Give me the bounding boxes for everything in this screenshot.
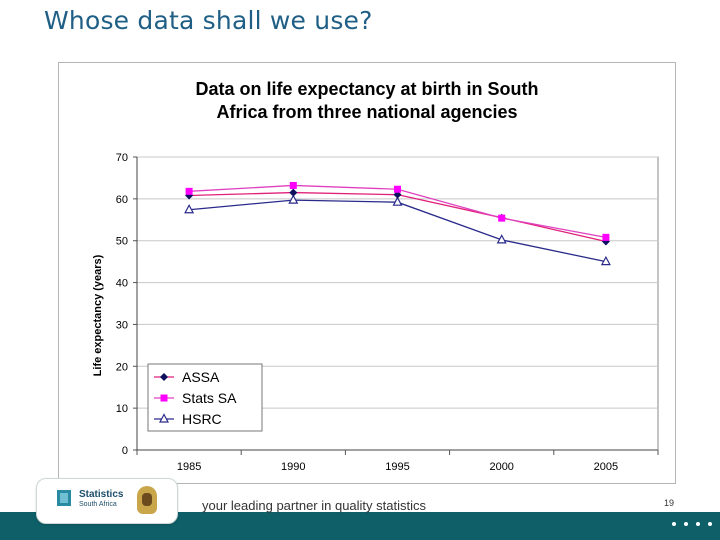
data-point-hsrc [392, 196, 403, 206]
legend-marker-assa [160, 373, 168, 381]
data-point-stats-sa [394, 185, 401, 193]
slide-dots-icon [672, 519, 712, 529]
legend-marker-stats-sa [160, 394, 168, 402]
tagline: your leading partner in quality statisti… [202, 498, 427, 513]
data-point-hsrc [184, 203, 195, 214]
logo-text-line2: South Africa [79, 501, 117, 508]
data-point-hsrc [288, 194, 299, 204]
data-point-hsrc [496, 234, 507, 244]
stats-sa-logo-icon [57, 490, 71, 506]
chart-frame: Data on life expectancy at birth in Sout… [58, 62, 676, 484]
y-tick-label: 50 [116, 236, 128, 248]
data-point-stats-sa [289, 181, 297, 189]
y-tick-label: 0 [122, 445, 128, 457]
x-tick-label: 1985 [177, 461, 201, 473]
legend-marker-hsrc [159, 413, 169, 423]
y-tick-label: 60 [116, 194, 128, 206]
y-tick-label: 70 [116, 152, 128, 164]
x-tick-label: 1995 [385, 461, 409, 473]
legend-label-hsrc: HSRC [182, 411, 222, 427]
y-tick-label: 20 [116, 361, 128, 373]
stats-sa-logo: Statistics South Africa [36, 478, 178, 524]
data-point-assa [289, 188, 298, 197]
data-point-stats-sa [185, 187, 193, 195]
y-tick-label: 40 [116, 278, 128, 290]
y-tick-label: 30 [116, 319, 128, 331]
data-point-hsrc [600, 255, 611, 266]
coat-of-arms-icon [137, 486, 157, 514]
line-chart: Data on life expectancy at birth in Sout… [92, 79, 659, 473]
logo-text-line1: Statistics [79, 489, 124, 500]
slide-title: Whose data shall we use? [44, 6, 373, 35]
data-point-stats-sa [498, 214, 506, 222]
chart-title: Africa from three national agencies [216, 102, 517, 122]
y-axis-label: Life expectancy (years) [92, 254, 104, 376]
x-tick-label: 2005 [594, 461, 618, 473]
x-tick-label: 2000 [489, 461, 513, 473]
legend-label-stats-sa: Stats SA [182, 390, 237, 406]
chart-title: Data on life expectancy at birth in Sout… [195, 79, 538, 99]
legend-label-assa: ASSA [182, 369, 220, 385]
y-tick-label: 10 [116, 403, 128, 415]
x-tick-label: 1990 [281, 461, 305, 473]
page-number: 19 [664, 498, 675, 508]
data-point-stats-sa [602, 233, 610, 241]
data-point-assa [393, 190, 402, 199]
